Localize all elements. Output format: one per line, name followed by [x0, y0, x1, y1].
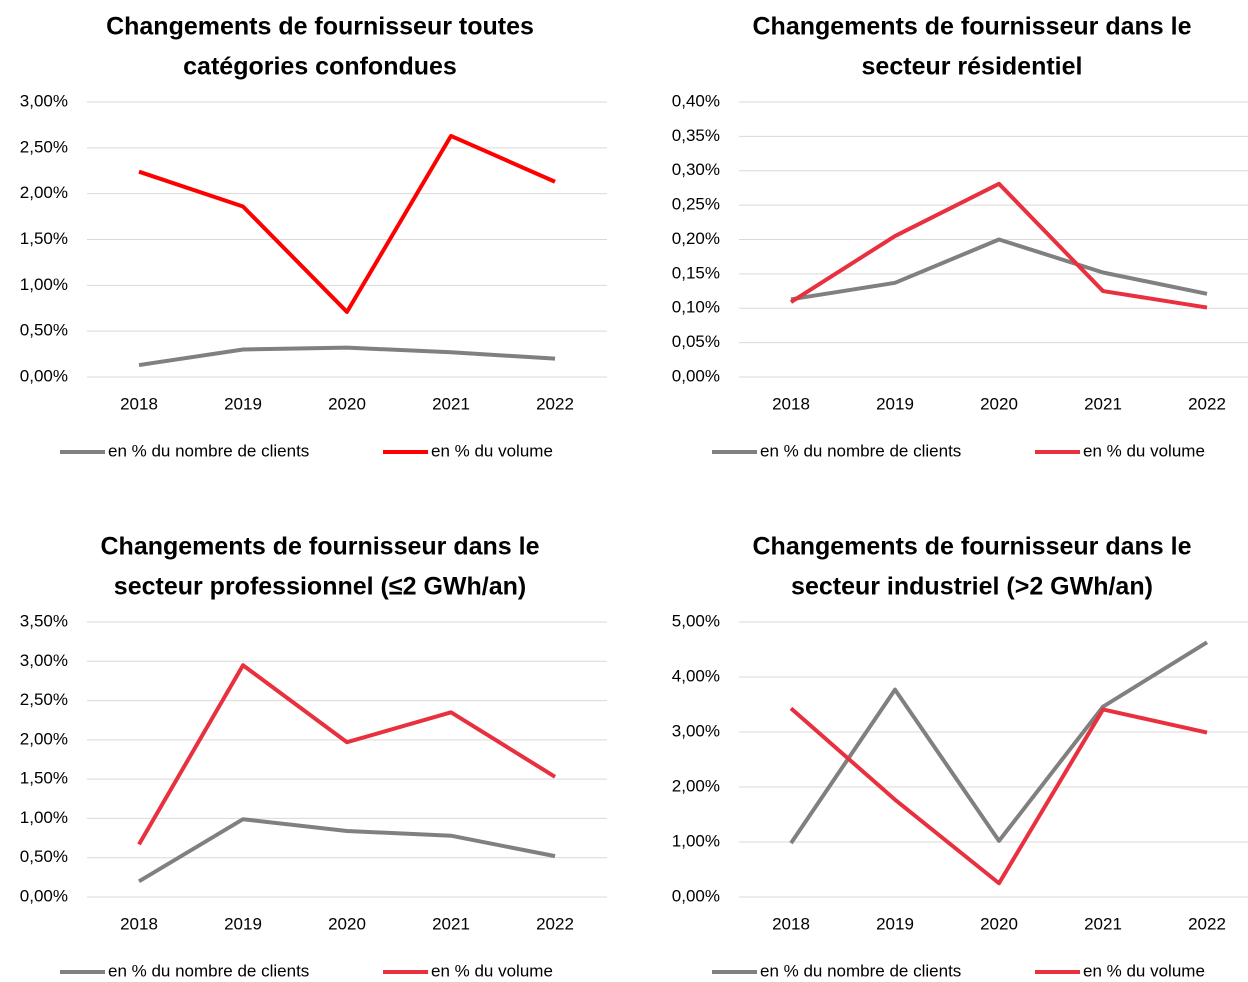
series-line [138, 345, 556, 368]
legend-label: en % du nombre de clients [760, 441, 961, 460]
series-line [789, 640, 1209, 845]
y-tick-label: 0,00% [672, 886, 720, 905]
y-tick-label: 2,00% [672, 776, 720, 795]
x-tick-label: 2019 [876, 914, 914, 933]
y-tick-label: 1,00% [20, 275, 68, 294]
y-tick-label: 0,15% [672, 263, 720, 282]
x-tick-label: 2021 [432, 394, 470, 413]
legend-label: en % du volume [431, 441, 553, 460]
y-tick-label: 2,00% [20, 729, 68, 748]
x-tick-label: 2020 [980, 394, 1018, 413]
y-tick-label: 0,30% [672, 160, 720, 179]
y-tick-label: 3,00% [20, 651, 68, 670]
series-line [789, 181, 1208, 310]
x-tick-label: 2018 [120, 914, 158, 933]
y-tick-label: 2,50% [20, 690, 68, 709]
series-line [138, 133, 556, 314]
legend-label: en % du nombre de clients [108, 961, 309, 980]
y-tick-label: 2,50% [20, 137, 68, 156]
x-tick-label: 2021 [1084, 394, 1122, 413]
y-tick-label: 3,50% [20, 611, 68, 630]
x-tick-label: 2019 [224, 914, 262, 933]
chart-title: catégories confondues [183, 53, 457, 81]
x-tick-label: 2019 [876, 394, 914, 413]
legend-label: en % du volume [1083, 961, 1205, 980]
x-tick-label: 2019 [224, 394, 262, 413]
y-tick-label: 2,00% [20, 183, 68, 202]
x-tick-label: 2022 [536, 394, 574, 413]
y-tick-label: 0,35% [672, 126, 720, 145]
y-tick-label: 1,50% [20, 769, 68, 788]
y-tick-label: 0,25% [672, 195, 720, 214]
y-tick-label: 1,00% [672, 831, 720, 850]
chart-title: Changements de fournisseur dans le [753, 13, 1192, 41]
y-tick-label: 1,50% [20, 229, 68, 248]
legend-label: en % du volume [1083, 441, 1205, 460]
y-tick-label: 0,05% [672, 332, 720, 351]
x-tick-label: 2021 [432, 914, 470, 933]
chart-title: Changements de fournisseur dans le [753, 533, 1192, 561]
x-tick-label: 2022 [1188, 914, 1226, 933]
chart-title: Changements de fournisseur dans le [101, 533, 540, 561]
y-tick-label: 0,50% [20, 847, 68, 866]
y-tick-label: 0,50% [20, 321, 68, 340]
y-tick-label: 0,20% [672, 229, 720, 248]
series-line [789, 706, 1208, 886]
x-tick-label: 2020 [328, 394, 366, 413]
chart-title: secteur industriel (>2 GWh/an) [791, 573, 1153, 601]
y-tick-label: 0,00% [20, 886, 68, 905]
y-tick-label: 0,10% [672, 298, 720, 317]
chart-title: secteur professionnel (≤2 GWh/an) [114, 573, 526, 601]
y-tick-label: 0,40% [672, 91, 720, 110]
x-tick-label: 2021 [1084, 914, 1122, 933]
y-tick-label: 3,00% [672, 721, 720, 740]
x-tick-label: 2018 [772, 914, 810, 933]
y-tick-label: 3,00% [20, 91, 68, 110]
x-tick-label: 2018 [120, 394, 158, 413]
series-line [790, 237, 1208, 302]
x-tick-label: 2018 [772, 394, 810, 413]
x-tick-label: 2020 [980, 914, 1018, 933]
legend-label: en % du volume [431, 961, 553, 980]
x-tick-label: 2020 [328, 914, 366, 933]
legend-label: en % du nombre de clients [108, 441, 309, 460]
chart-title: Changements de fournisseur toutes [106, 13, 534, 41]
y-tick-label: 0,00% [672, 366, 720, 385]
legend-label: en % du nombre de clients [760, 961, 961, 980]
chart-title: secteur résidentiel [862, 53, 1083, 81]
x-tick-label: 2022 [1188, 394, 1226, 413]
y-tick-label: 1,00% [20, 808, 68, 827]
y-tick-label: 5,00% [672, 611, 720, 630]
y-tick-label: 4,00% [672, 666, 720, 685]
series-line [137, 817, 556, 884]
x-tick-label: 2022 [536, 914, 574, 933]
series-line [137, 663, 557, 846]
y-tick-label: 0,00% [20, 366, 68, 385]
